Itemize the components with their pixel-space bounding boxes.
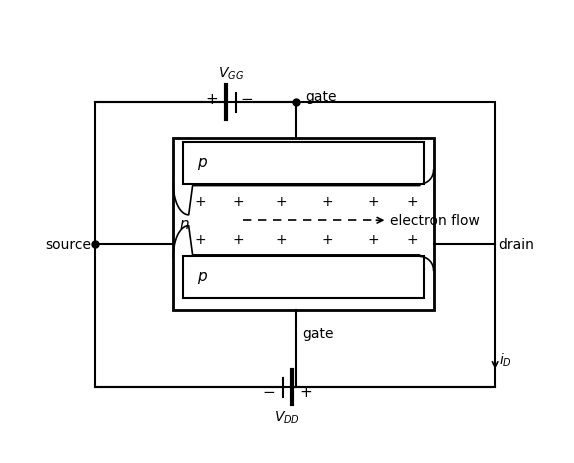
Text: source: source <box>46 238 92 251</box>
Text: +: + <box>276 194 287 208</box>
Text: drain: drain <box>498 238 534 251</box>
Bar <box>95 103 495 388</box>
Text: +: + <box>406 233 418 247</box>
Text: +: + <box>321 233 333 247</box>
Text: $V_{GG}$: $V_{GG}$ <box>218 65 244 81</box>
Text: +: + <box>321 194 333 208</box>
Text: gate: gate <box>306 90 337 104</box>
Text: $p$: $p$ <box>197 156 208 172</box>
Text: electron flow: electron flow <box>390 214 480 228</box>
Text: +: + <box>233 194 245 208</box>
Text: −: − <box>262 385 275 400</box>
Text: +: + <box>368 233 379 247</box>
Text: +: + <box>205 92 218 107</box>
Text: +: + <box>300 385 312 400</box>
Text: gate: gate <box>302 326 334 340</box>
Text: +: + <box>368 194 379 208</box>
Bar <box>183 143 424 185</box>
Text: $i_D$: $i_D$ <box>499 351 512 368</box>
Text: $V_{DD}$: $V_{DD}$ <box>274 409 300 425</box>
Text: +: + <box>233 233 245 247</box>
Text: −: − <box>241 92 254 107</box>
Bar <box>173 138 433 311</box>
Text: +: + <box>406 194 418 208</box>
Text: $p$: $p$ <box>197 269 208 286</box>
Text: +: + <box>276 233 287 247</box>
Text: $n$: $n$ <box>180 218 190 232</box>
Text: +: + <box>195 194 206 208</box>
Bar <box>183 257 424 298</box>
Text: +: + <box>195 233 206 247</box>
